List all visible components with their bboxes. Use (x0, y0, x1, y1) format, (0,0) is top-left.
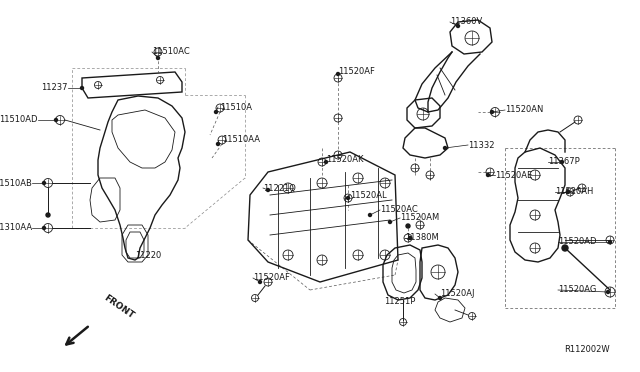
Text: 11520AC: 11520AC (380, 205, 418, 215)
Circle shape (607, 291, 609, 294)
Text: 11520AG: 11520AG (558, 285, 596, 295)
Text: 11520AM: 11520AM (400, 214, 439, 222)
Text: 11510AC: 11510AC (152, 48, 189, 57)
Circle shape (81, 87, 83, 90)
Text: 11221Q: 11221Q (263, 183, 296, 192)
Text: 11510AA: 11510AA (222, 135, 260, 144)
Text: 11520AE: 11520AE (495, 170, 532, 180)
Circle shape (46, 213, 50, 217)
Circle shape (388, 221, 392, 224)
Circle shape (438, 296, 442, 299)
Text: 11520AF: 11520AF (253, 273, 290, 282)
Circle shape (259, 280, 262, 283)
Text: 11520AK: 11520AK (326, 155, 364, 164)
Text: 11520AL: 11520AL (350, 190, 387, 199)
Circle shape (337, 73, 339, 76)
Circle shape (369, 214, 371, 217)
Circle shape (408, 237, 412, 240)
Circle shape (562, 245, 568, 251)
Circle shape (490, 110, 493, 113)
Text: 11251P: 11251P (384, 298, 416, 307)
Circle shape (406, 224, 410, 228)
Text: 11510A: 11510A (220, 103, 252, 112)
Text: 11360V: 11360V (450, 17, 483, 26)
Circle shape (566, 190, 570, 193)
Text: 11520AJ: 11520AJ (440, 289, 474, 298)
Text: 11510AD: 11510AD (0, 115, 38, 125)
Text: FRONT: FRONT (102, 293, 136, 320)
Text: 11520AD: 11520AD (558, 237, 596, 247)
Text: 11367P: 11367P (548, 157, 580, 167)
Text: 11520AH: 11520AH (555, 187, 593, 196)
Circle shape (561, 160, 563, 164)
Text: 11332: 11332 (468, 141, 495, 150)
Text: 11520AF: 11520AF (338, 67, 375, 77)
Circle shape (54, 119, 58, 122)
Circle shape (216, 142, 220, 145)
Text: R112002W: R112002W (564, 346, 610, 355)
Circle shape (214, 110, 218, 113)
Circle shape (456, 25, 460, 28)
Circle shape (346, 196, 349, 199)
Circle shape (444, 147, 447, 150)
Text: 11310AA: 11310AA (0, 224, 32, 232)
Circle shape (42, 227, 45, 230)
Text: 11510AB: 11510AB (0, 179, 32, 187)
Circle shape (609, 241, 611, 244)
Text: 11380M: 11380M (405, 234, 439, 243)
Circle shape (266, 189, 269, 192)
Circle shape (324, 160, 328, 164)
Text: 11237: 11237 (42, 83, 68, 93)
Text: 11520AN: 11520AN (505, 106, 543, 115)
Text: 11220: 11220 (135, 250, 161, 260)
Circle shape (42, 182, 45, 185)
Circle shape (157, 57, 159, 60)
Circle shape (486, 173, 490, 176)
